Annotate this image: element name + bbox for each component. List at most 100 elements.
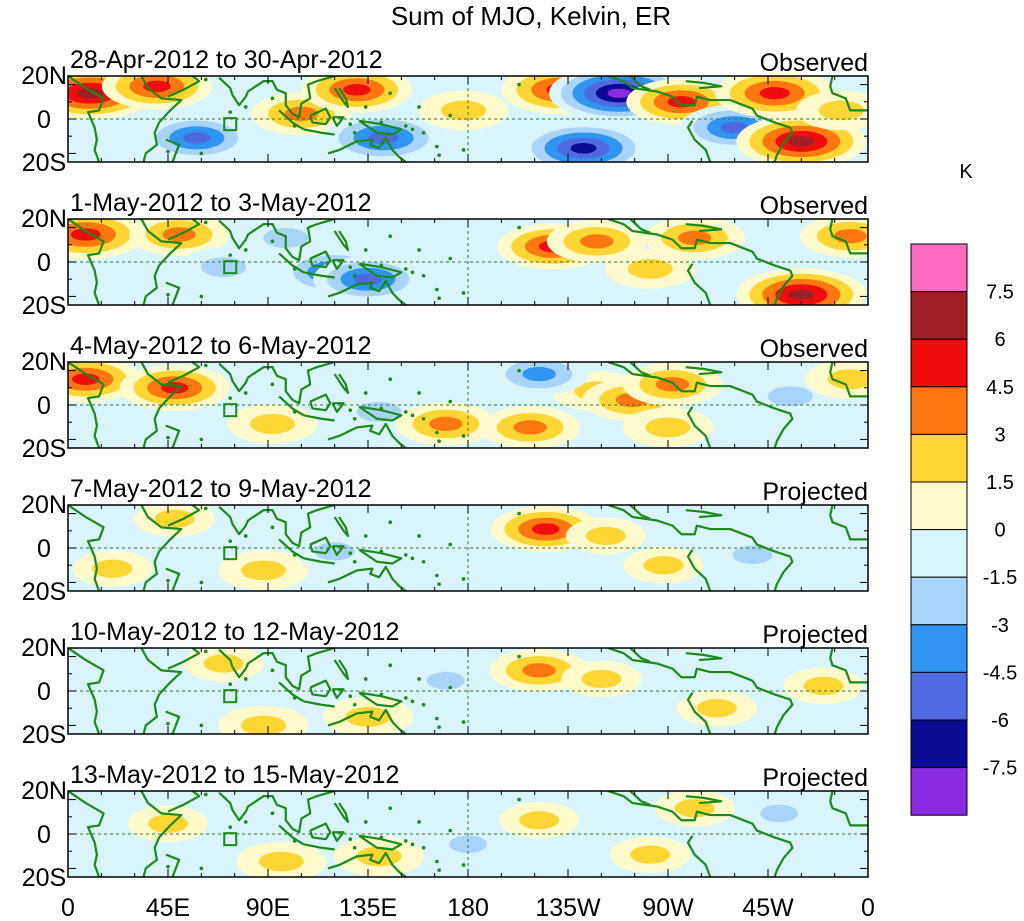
anomaly-p5-c1-ring2 [203, 654, 244, 673]
coastline-13 [607, 648, 794, 734]
island-13 [270, 525, 275, 530]
coastline-5 [218, 362, 335, 405]
island-14 [292, 839, 297, 843]
region-box-outline [223, 832, 238, 847]
island-18 [403, 124, 408, 128]
coastline-1 [68, 791, 105, 877]
island-6 [417, 105, 421, 109]
island-21 [166, 292, 170, 297]
y-tick-label: 20N [21, 777, 67, 805]
island-13 [270, 382, 275, 387]
island-8 [388, 91, 393, 95]
x-tick-label: 135E [339, 894, 397, 921]
anomaly-p5-c7-ring2 [803, 676, 844, 695]
colorbar-level-label: -4.5 [983, 662, 1017, 684]
coastline-11 [327, 279, 407, 305]
island-15 [348, 837, 353, 841]
island-21 [166, 149, 170, 154]
island-18 [403, 267, 408, 271]
island-4 [461, 577, 466, 581]
coastline-14 [686, 406, 712, 448]
island-10 [199, 294, 204, 299]
coastline-10 [358, 548, 403, 565]
anomaly-p6-c4-ring2 [519, 811, 560, 830]
island-7 [363, 677, 368, 681]
island-16 [352, 559, 357, 564]
island-9 [448, 685, 453, 690]
island-17 [379, 549, 384, 554]
coastline-7 [303, 843, 335, 851]
coastline-16 [629, 791, 651, 806]
coastline-7 [303, 557, 335, 565]
anomaly-p2-c12-ring3 [833, 229, 867, 244]
island-7 [363, 248, 368, 252]
coastline-12 [333, 230, 350, 252]
anomaly-p4-c8-ring2 [92, 559, 133, 578]
island-5 [517, 511, 521, 516]
island-11 [228, 396, 233, 400]
x-tick-label: 45W [742, 894, 794, 921]
island-16 [352, 416, 357, 421]
anomaly-field [68, 648, 868, 734]
island-21 [166, 578, 170, 583]
coastline-15 [685, 652, 723, 662]
island-5 [517, 654, 521, 659]
colorbar-swatch [910, 291, 968, 340]
island-21 [166, 864, 170, 869]
coastline-4 [167, 362, 201, 384]
island-8 [388, 663, 393, 667]
coastline-3 [165, 710, 181, 734]
x-tick-label: 0 [861, 894, 875, 921]
island-7 [363, 391, 368, 395]
island-16 [352, 845, 357, 850]
coastline-1 [68, 219, 105, 305]
coastlines [68, 362, 868, 448]
island-4 [461, 720, 466, 724]
coastline-12 [333, 87, 350, 109]
island-20 [203, 363, 208, 368]
coastline-17 [829, 648, 868, 684]
anomaly-p3-c11-ring2 [645, 417, 691, 438]
island-5 [517, 797, 521, 802]
island-7 [363, 105, 368, 109]
coastline-8 [309, 536, 332, 555]
coastlines [68, 219, 868, 305]
island-18 [403, 553, 408, 557]
island-2 [435, 573, 439, 578]
coastline-14 [686, 692, 712, 734]
y-tick-label: 20S [22, 578, 66, 606]
anomaly-p1-c12-ring4 [720, 121, 749, 134]
coastline-16 [629, 362, 651, 377]
anomaly-p4-c1-ring2 [154, 509, 195, 528]
panel-date-range: 13-May-2012 to 15-May-2012 [70, 761, 399, 789]
anomaly-p3-c10-ring3 [522, 366, 556, 382]
coastline-12 [333, 516, 350, 538]
coastline-17 [829, 505, 868, 541]
island-1 [421, 130, 426, 135]
coastline-8 [309, 679, 332, 698]
coastline-4 [167, 648, 201, 670]
coastline-15 [685, 366, 723, 376]
island-13 [270, 239, 275, 244]
island-9 [448, 399, 453, 404]
anomaly-field [68, 219, 868, 305]
coastlines [68, 76, 868, 162]
coastline-3 [165, 567, 181, 591]
island-10 [199, 866, 204, 871]
coastline-13 [607, 76, 794, 162]
y-tick-label: 20S [22, 292, 66, 320]
coastline-11 [327, 422, 407, 448]
coastline-6 [278, 681, 305, 703]
island-21 [166, 721, 170, 726]
island-15 [348, 408, 353, 412]
colorbar-level-label: 1.5 [986, 472, 1014, 494]
colorbar-swatch [910, 243, 968, 293]
island-9 [448, 542, 453, 547]
island-8 [388, 377, 393, 382]
panels-group: 20N 0 20S 28-Apr-2012 to 30-Apr-2012 Observe… [21, 46, 869, 892]
island-6 [417, 534, 421, 538]
coastline-8 [309, 250, 332, 269]
island-14 [292, 267, 297, 271]
anomaly-p2-c11-ring5 [788, 289, 815, 300]
panel-status: Observed [760, 49, 868, 77]
